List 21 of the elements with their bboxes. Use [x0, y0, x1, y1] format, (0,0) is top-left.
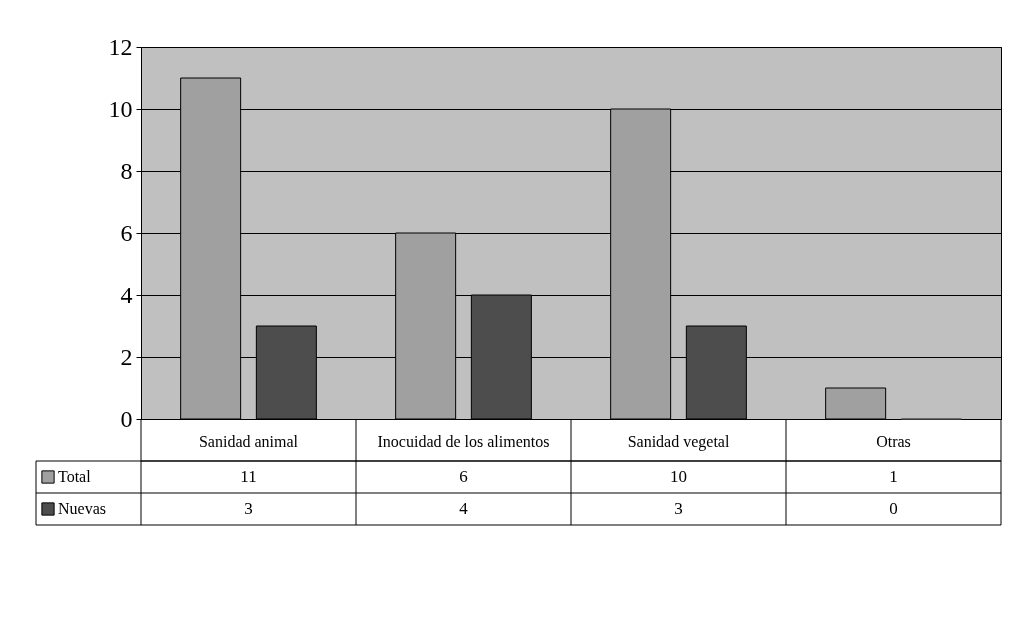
data-label: 10 [670, 467, 687, 486]
x-tick-label: Sanidad animal [198, 432, 299, 450]
data-label: 3 [244, 499, 253, 518]
y-tick-label: 6 [120, 219, 133, 246]
legend-label: Nuevas [58, 500, 106, 517]
x-tick-label: Sanidad vegetal [627, 432, 730, 451]
data-label: 6 [459, 467, 468, 486]
y-tick-label: 0 [120, 405, 133, 432]
x-tick-label: Otras [876, 432, 911, 450]
y-tick-label: 4 [120, 281, 133, 308]
x-tick-label: Inocuidad de los alimentos [377, 432, 550, 450]
data-label: 3 [674, 499, 683, 518]
y-tick-label: 10 [108, 95, 133, 122]
legend-label: Total [58, 468, 92, 485]
y-tick-label: 2 [120, 343, 133, 370]
data-label: 0 [889, 499, 898, 518]
data-label: 4 [459, 499, 469, 518]
y-tick-label: 12 [108, 33, 133, 60]
data-label: 1 [889, 467, 898, 486]
y-tick-label: 8 [120, 157, 133, 184]
data-label: 11 [240, 467, 257, 486]
